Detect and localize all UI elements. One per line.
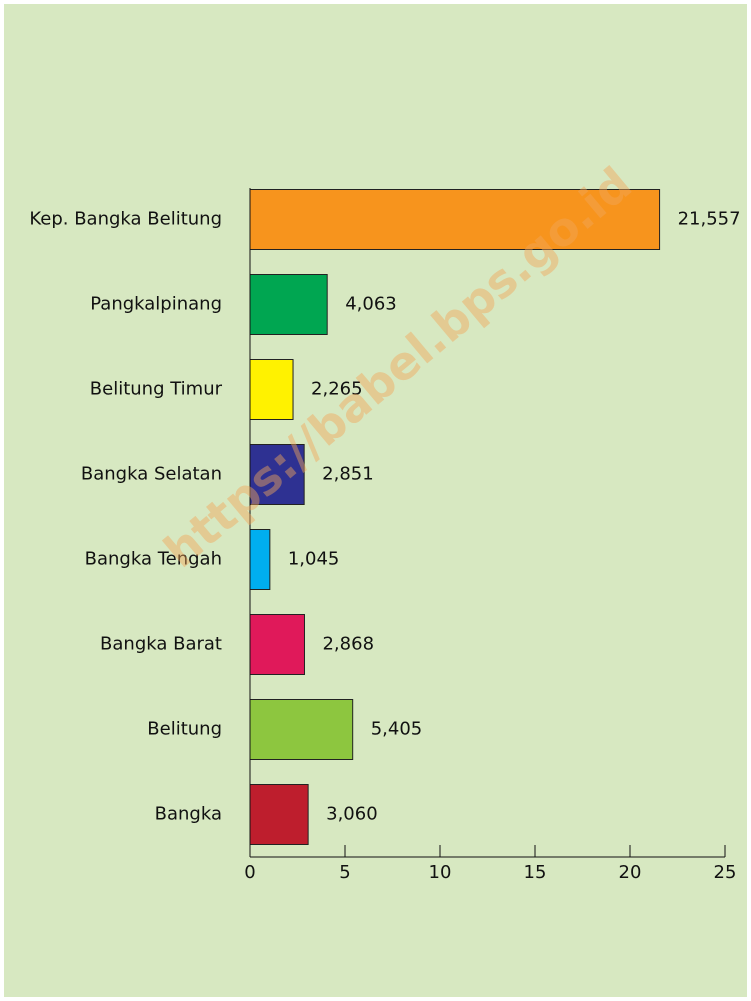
category-label: Bangka Selatan [81,464,222,485]
x-tick-label: 10 [429,862,452,883]
value-label: 21,557 [678,209,741,230]
bar [249,529,271,590]
bar [249,274,328,335]
category-label: Belitung Timur [90,379,223,400]
value-label: 3,060 [326,804,378,825]
category-label: Bangka [155,804,222,825]
bar [249,614,305,675]
category-label: Pangkalpinang [90,294,222,315]
value-label: 2,868 [322,634,374,655]
bar [249,784,309,845]
x-tick-label: 0 [244,862,255,883]
x-tick-label: 25 [714,862,737,883]
value-label: 1,045 [288,549,340,570]
x-tick-label: 15 [524,862,547,883]
x-tick-label: 20 [619,862,642,883]
category-label: Bangka Tengah [85,549,222,570]
category-label: Kep. Bangka Belitung [29,209,222,230]
value-label: 4,063 [345,294,397,315]
bar [249,189,661,250]
value-label: 2,851 [322,464,374,485]
category-label: Belitung [147,719,222,740]
bar [249,444,305,505]
category-label: Bangka Barat [100,634,222,655]
value-label: 5,405 [371,719,423,740]
x-tick-label: 5 [339,862,350,883]
value-label: 2,265 [311,379,363,400]
bar [249,359,294,420]
bar [249,699,354,760]
background [4,4,747,997]
